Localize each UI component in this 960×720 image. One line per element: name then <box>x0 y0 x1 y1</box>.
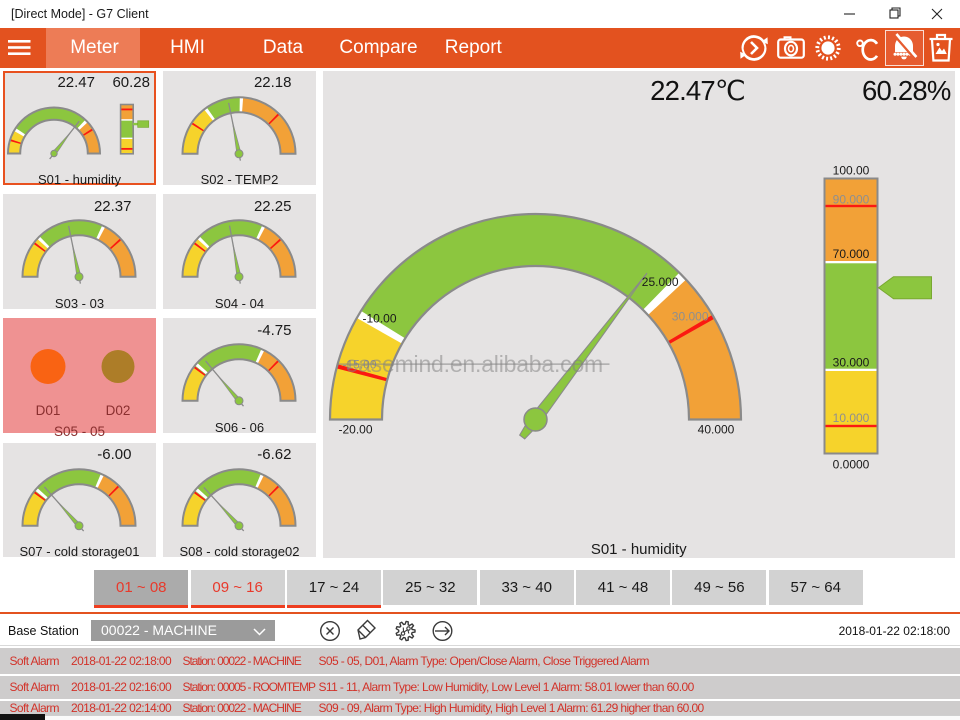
svg-text:90.000: 90.000 <box>832 192 869 206</box>
svg-text:30.000: 30.000 <box>671 309 708 323</box>
svg-text:40.000: 40.000 <box>697 422 734 436</box>
svg-text:30.000: 30.000 <box>832 355 869 369</box>
svg-text:70.000: 70.000 <box>832 247 869 261</box>
svg-text:-10.00: -10.00 <box>362 311 396 325</box>
svg-text:0.0000: 0.0000 <box>832 457 869 471</box>
svg-text:25.000: 25.000 <box>641 275 678 289</box>
svg-text:10.000: 10.000 <box>832 411 869 425</box>
svg-text:100.00: 100.00 <box>832 163 869 177</box>
svg-text:-20.00: -20.00 <box>338 422 372 436</box>
